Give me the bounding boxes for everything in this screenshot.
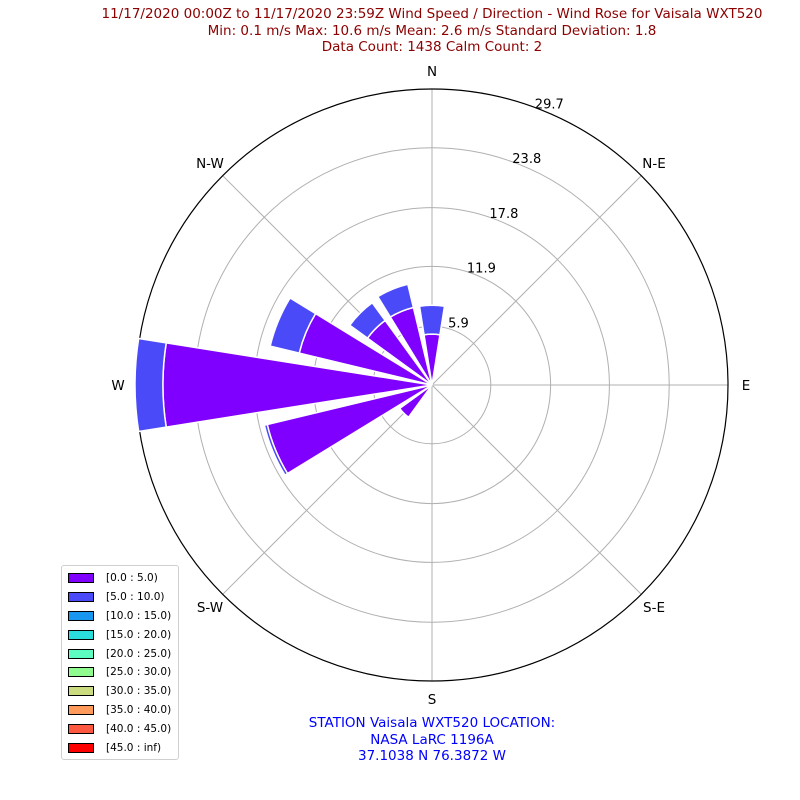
legend-swatch	[68, 629, 94, 640]
legend-entry: [0.0 : 5.0)	[62, 569, 178, 588]
legend-label: [0.0 : 5.0)	[106, 572, 158, 585]
chart-title: 11/17/2020 00:00Z to 11/17/2020 23:59Z W…	[0, 6, 800, 56]
wind-bar-segment	[269, 297, 317, 355]
legend-swatch	[68, 723, 94, 734]
legend-swatch	[68, 704, 94, 715]
station-line-1: STATION Vaisala WXT520 LOCATION:	[308, 715, 556, 731]
legend-entry: [5.0 : 10.0)	[62, 588, 178, 607]
legend-entry: [40.0 : 45.0)	[62, 719, 178, 738]
legend-swatch	[68, 592, 94, 603]
grid-spoke	[431, 384, 642, 595]
legend-swatch	[68, 667, 94, 678]
legend-entry: [30.0 : 35.0)	[62, 682, 178, 701]
legend-entry: [15.0 : 20.0)	[62, 625, 178, 644]
legend-swatch	[68, 648, 94, 659]
wind-bars	[134, 283, 446, 477]
wind-bar-segment	[263, 423, 289, 477]
legend-swatch	[68, 686, 94, 697]
title-line-2: Min: 0.1 m/s Max: 10.6 m/s Mean: 2.6 m/s…	[207, 22, 657, 39]
direction-label: E	[742, 378, 751, 394]
radial-tick-label: 23.8	[512, 152, 541, 167]
legend-label: [30.0 : 35.0)	[106, 685, 172, 698]
radial-tick-label: 17.8	[489, 207, 518, 222]
station-info: STATION Vaisala WXT520 LOCATION: NASA La…	[0, 715, 800, 765]
wind-bar-segment	[398, 384, 433, 419]
direction-label: W	[111, 378, 124, 394]
legend-entry: [35.0 : 40.0)	[62, 701, 178, 720]
legend-label: [25.0 : 30.0)	[106, 666, 172, 679]
legend-entry: [25.0 : 30.0)	[62, 663, 178, 682]
wind-bar-segment	[376, 283, 415, 319]
title-line-1: 11/17/2020 00:00Z to 11/17/2020 23:59Z W…	[101, 6, 763, 22]
legend-label: [5.0 : 10.0)	[106, 591, 165, 604]
radial-tick-label: 11.9	[467, 261, 496, 276]
direction-label: S	[428, 692, 437, 708]
radial-tick-label: 5.9	[448, 317, 469, 332]
legend-label: [20.0 : 25.0)	[106, 647, 172, 660]
direction-label: N-W	[196, 156, 224, 172]
wind-bar-segment	[134, 337, 168, 433]
direction-label: S-E	[643, 600, 665, 616]
direction-label: N	[427, 64, 437, 80]
grid-spoke	[222, 384, 433, 595]
legend-swatch	[68, 742, 94, 753]
legend: [0.0 : 5.0) [5.0 : 10.0) [10.0 : 15.0) [15.…	[61, 565, 179, 760]
wind-bar-segment	[348, 301, 387, 340]
legend-entry: [20.0 : 25.0)	[62, 644, 178, 663]
wind-bar-segment	[418, 304, 446, 336]
grid-spoke	[431, 175, 642, 386]
station-line-3: 37.1038 N 76.3872 W	[358, 748, 506, 764]
axis-labels: N N-E E S-E S S-W W N-W 5.9 11.9 17.8 23.8 29.7	[111, 64, 750, 708]
title-line-3: Data Count: 1438 Calm Count: 2	[321, 39, 543, 55]
station-line-2: NASA LaRC 1196A	[370, 731, 494, 748]
legend-label: [10.0 : 15.0)	[106, 609, 172, 622]
legend-label: [15.0 : 20.0)	[106, 628, 172, 641]
legend-entry: [45.0 : inf)	[62, 738, 178, 757]
legend-entry: [10.0 : 15.0)	[62, 607, 178, 626]
direction-label: S-W	[197, 600, 223, 616]
legend-label: [45.0 : inf)	[106, 741, 162, 754]
legend-label: [35.0 : 40.0)	[106, 703, 172, 716]
legend-label: [40.0 : 45.0)	[106, 722, 172, 735]
legend-swatch	[68, 610, 94, 621]
direction-label: N-E	[642, 156, 666, 172]
radial-tick-label: 29.7	[535, 98, 564, 113]
legend-swatch	[68, 573, 94, 584]
